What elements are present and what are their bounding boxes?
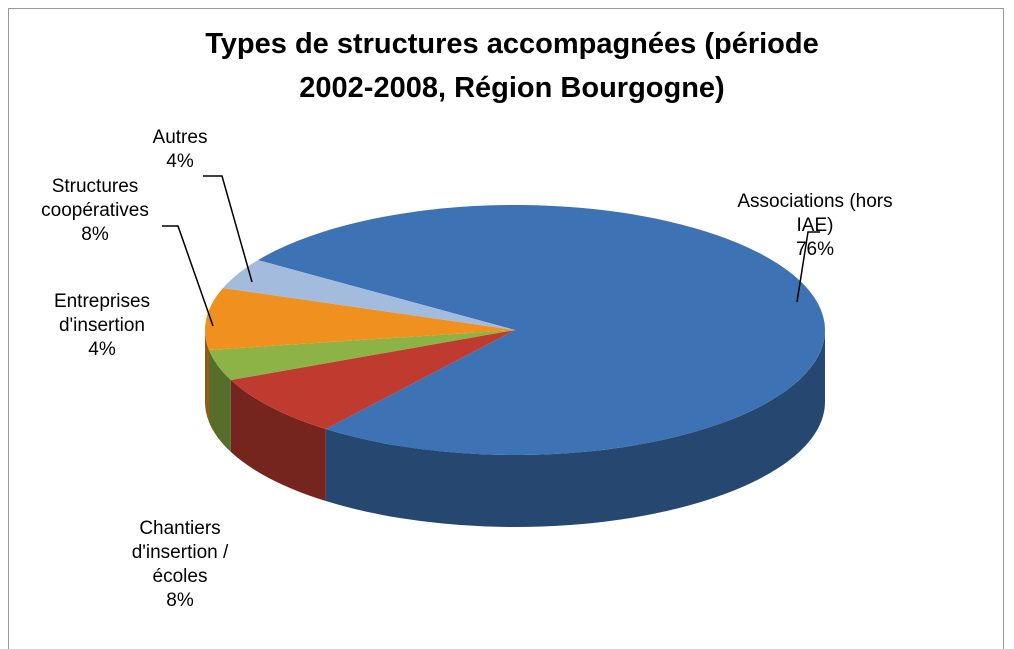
slice-label: Entreprises d'insertion 4%: [32, 290, 172, 362]
slice-side: [230, 380, 326, 502]
slice-label: Associations (hors IAE) 76%: [730, 190, 900, 262]
leader-line: [203, 175, 253, 283]
value-label: 8%: [81, 224, 109, 245]
leader-lines: [162, 175, 820, 327]
leader-line: [796, 231, 820, 303]
category-label: Autres: [152, 127, 208, 148]
category-label: Entreprises d'insertion: [53, 291, 151, 336]
slice: [208, 330, 515, 381]
slice-label: Chantiers d'insertion / écoles 8%: [120, 517, 240, 613]
pie: [204, 204, 826, 527]
slice: [204, 288, 515, 350]
chart-frame: [8, 8, 1004, 649]
slice-side: [205, 330, 209, 422]
value-label: 8%: [166, 590, 194, 611]
slice-side: [208, 349, 231, 453]
value-label: 4%: [166, 151, 194, 172]
chart-title: Types de structures accompagnées (périod…: [205, 28, 819, 104]
category-label: Structures coopératives: [41, 176, 149, 221]
slice: [257, 204, 826, 455]
slice: [230, 330, 515, 430]
slice-side: [325, 330, 825, 527]
slice: [222, 260, 515, 330]
category-label: Chantiers d'insertion / écoles: [131, 518, 229, 587]
slice-label: Structures coopératives 8%: [30, 175, 160, 247]
leader-line: [162, 225, 214, 327]
slice-label: Autres 4%: [140, 126, 220, 174]
category-label: Associations (hors IAE): [737, 191, 893, 236]
value-label: 4%: [88, 339, 116, 360]
value-label: 76%: [795, 239, 835, 260]
